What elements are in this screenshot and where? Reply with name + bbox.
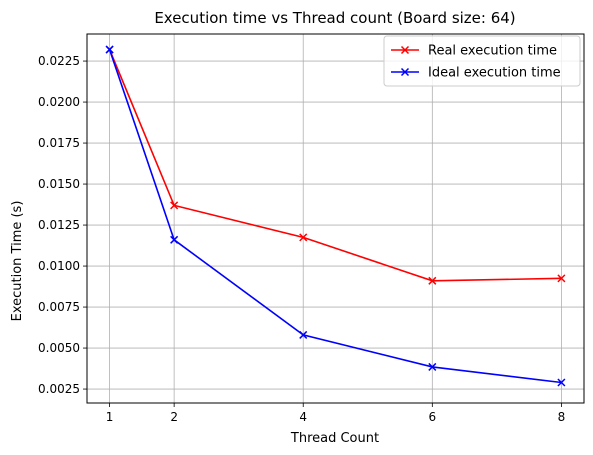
data-point xyxy=(557,378,566,387)
y-tick-label: 0.0150 xyxy=(38,177,80,191)
legend: Real execution time Ideal execution time xyxy=(383,35,581,87)
x-tick-label: 1 xyxy=(106,410,114,424)
legend-entry: Ideal execution time xyxy=(391,66,561,81)
series-ideal xyxy=(105,45,566,387)
grid xyxy=(87,34,584,403)
y-axis: 0.0025 0.0050 0.0075 0.0100 0.0125 0.0150 0.01… xyxy=(38,54,87,396)
series-layer xyxy=(105,45,566,387)
x-tick-label: 8 xyxy=(558,410,566,424)
y-tick-label: 0.0025 xyxy=(38,382,80,396)
y-tick-label: 0.0100 xyxy=(38,259,80,273)
y-tick-label: 0.0075 xyxy=(38,300,80,314)
data-point xyxy=(105,45,114,54)
legend-box xyxy=(383,35,581,87)
x-tick-label: 2 xyxy=(170,410,178,424)
data-point xyxy=(428,276,437,285)
data-point xyxy=(428,362,437,371)
y-tick-label: 0.0175 xyxy=(38,136,80,150)
y-tick-label: 0.0200 xyxy=(38,95,80,109)
series-line xyxy=(108,49,562,384)
data-point xyxy=(170,235,179,244)
data-point xyxy=(557,274,566,283)
data-point xyxy=(299,330,308,339)
x-tick-label: 6 xyxy=(428,410,436,424)
y-tick-label: 0.0125 xyxy=(38,218,80,232)
data-point xyxy=(170,201,179,210)
legend-label: Ideal execution time xyxy=(428,66,561,81)
legend-label: Real execution time xyxy=(428,44,557,59)
plot-frame xyxy=(86,33,585,404)
chart-title: Execution time vs Thread count (Board si… xyxy=(154,9,515,27)
x-axis-label: Thread Count xyxy=(290,431,379,446)
legend-marker xyxy=(400,67,410,77)
data-point xyxy=(299,233,308,242)
x-axis: 1 2 4 6 8 xyxy=(106,403,565,424)
x-tick-label: 4 xyxy=(299,410,307,424)
legend-marker xyxy=(400,45,410,55)
legend-entry: Real execution time xyxy=(391,44,557,59)
y-axis-label: Execution Time (s) xyxy=(10,201,25,322)
y-tick-label: 0.0225 xyxy=(38,54,80,68)
y-tick-label: 0.0050 xyxy=(38,341,80,355)
